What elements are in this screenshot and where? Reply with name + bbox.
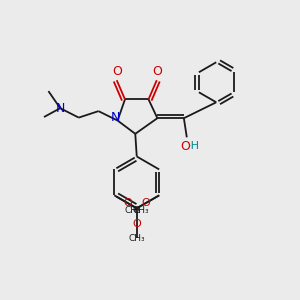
Text: O: O	[132, 219, 141, 229]
Text: CH₃: CH₃	[128, 234, 145, 243]
Text: N: N	[111, 110, 120, 124]
Text: CH₃: CH₃	[124, 206, 141, 215]
Text: O: O	[180, 140, 190, 153]
Text: O: O	[112, 65, 122, 79]
Text: O: O	[152, 65, 162, 79]
Text: CH₃: CH₃	[133, 206, 149, 215]
Text: O: O	[123, 198, 132, 208]
Text: ·H: ·H	[188, 141, 200, 151]
Text: O: O	[142, 198, 150, 208]
Text: N: N	[56, 102, 65, 115]
